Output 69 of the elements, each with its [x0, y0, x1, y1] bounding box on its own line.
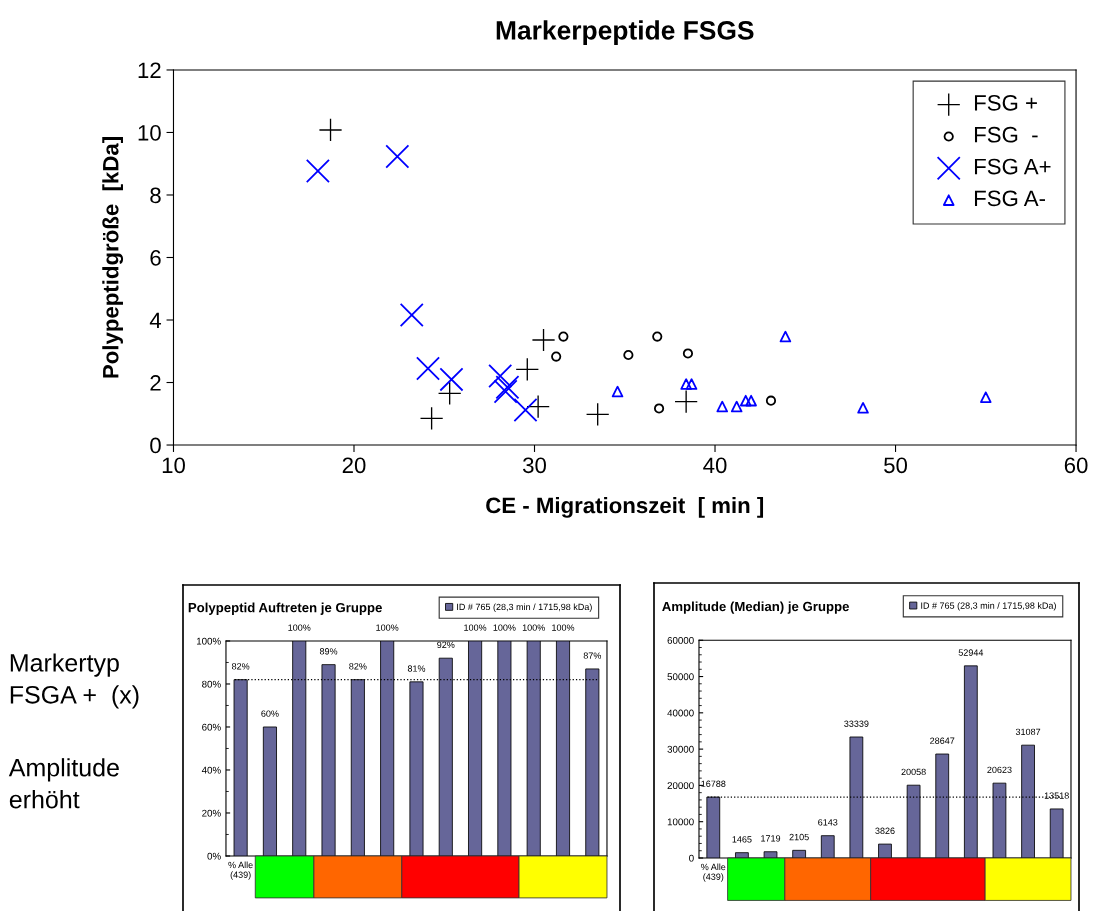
y-tick-label: 0 — [689, 854, 694, 862]
data-label: 82% — [349, 663, 367, 670]
data-label: 100% — [376, 624, 399, 631]
y-tick-label: 10000 — [667, 818, 694, 826]
data-label: 6143 — [818, 819, 838, 826]
data-label: 100% — [552, 624, 575, 631]
y-tick-label: 30000 — [667, 745, 694, 753]
legend-label: ID # 765 (28,3 min / 1715,98 kDa) — [457, 603, 592, 612]
y-tick-label: 40000 — [667, 709, 694, 717]
x-tick-label: 20 — [342, 457, 366, 474]
data-label: 92% — [437, 641, 455, 649]
data-label: 87% — [583, 652, 602, 659]
data-label: 28647 — [930, 737, 955, 744]
data-label: 3826 — [875, 827, 895, 834]
text: Amplitude — [8, 758, 119, 782]
data-label: 20623 — [987, 766, 1012, 774]
data-label: 2105 — [789, 833, 809, 841]
data-label: 82% — [231, 663, 250, 670]
legend-label: FSG A- — [974, 190, 1046, 207]
chart-title: Markerpeptide FSGS — [496, 20, 754, 45]
y-tick-label: 20000 — [667, 782, 694, 790]
y-tick-label: 8 — [150, 187, 161, 204]
chart-title: Amplitude (Median) je Gruppe — [662, 601, 849, 614]
chart-title: Polypeptid Auftreten je Gruppe — [188, 602, 382, 615]
data-label: 60% — [261, 710, 279, 717]
data-label: 100% — [464, 624, 487, 631]
data-label: 100% — [288, 624, 311, 631]
data-label: 20058 — [901, 768, 926, 776]
x-axis-title: CE - Migrationszeit [ min ] — [486, 496, 764, 518]
y-tick-label: 0% — [207, 852, 221, 860]
data-label: 13518 — [1044, 792, 1069, 799]
data-label: 1465 — [732, 836, 752, 843]
text: FSGA + (x) — [10, 685, 139, 709]
data-label: 16788 — [701, 780, 726, 787]
x-tick-label: 60 — [1064, 457, 1088, 474]
legend-label: FSG + — [974, 95, 1037, 111]
data-label: 100% — [493, 624, 516, 631]
x-tick-label: 40 — [703, 457, 727, 474]
data-label: 33339 — [844, 720, 869, 727]
y-tick-label: 4 — [149, 312, 162, 329]
data-label: 81% — [407, 665, 426, 672]
y-tick-label: 10 — [138, 125, 161, 141]
x-tick-label: 10 — [162, 457, 185, 474]
y-tick-label: 2 — [150, 375, 161, 391]
text: Markertyp — [10, 653, 119, 677]
y-tick-label: 0 — [150, 437, 161, 454]
y-tick-label: 12 — [138, 62, 161, 79]
y-tick-label: 60% — [202, 723, 221, 731]
data-label: 89% — [319, 648, 338, 655]
text: erhöht — [9, 790, 80, 809]
data-label: 100% — [522, 624, 545, 631]
y-tick-label: 50000 — [667, 673, 694, 681]
x-tick-label: 50 — [884, 457, 908, 474]
y-tick-label: 40% — [201, 766, 221, 774]
y-tick-label: 6 — [150, 250, 161, 266]
x-tick-label: 30 — [523, 457, 546, 474]
data-label: 1719 — [761, 835, 781, 842]
legend-label: ID # 765 (28,3 min / 1715,98 kDa) — [921, 602, 1056, 611]
data-label: 31087 — [1015, 728, 1041, 736]
data-label: 52944 — [958, 649, 984, 656]
x-tick-label: % Alle (439) — [701, 863, 726, 882]
y-tick-label: 80% — [202, 680, 221, 688]
x-tick-label: % Alle (439) — [228, 861, 253, 880]
y-axis-title: Polypeptidgröße [kDa] — [102, 137, 124, 378]
y-tick-label: 60000 — [667, 636, 694, 644]
legend-label: FSG A+ — [974, 158, 1051, 175]
legend-label: FSG - — [974, 126, 1038, 143]
y-tick-label: 20% — [202, 809, 221, 817]
y-tick-label: 100% — [196, 637, 221, 645]
